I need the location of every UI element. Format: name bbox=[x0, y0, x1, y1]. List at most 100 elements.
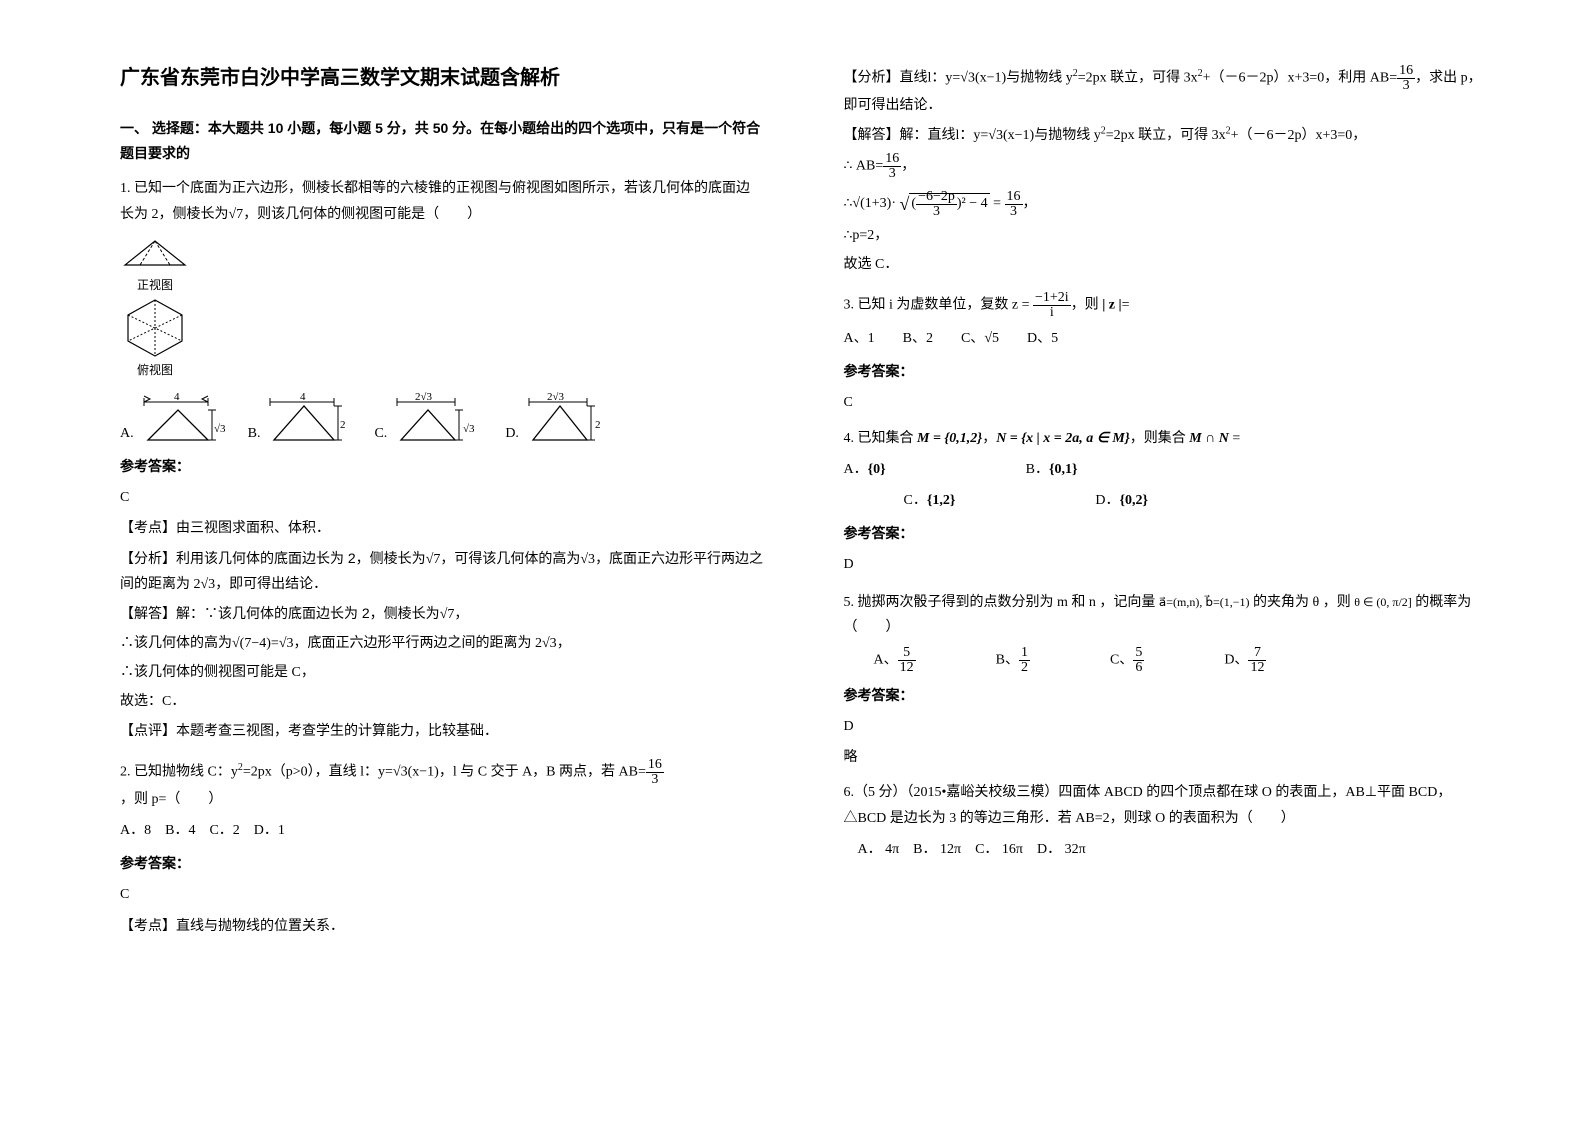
cn: 5 bbox=[1133, 646, 1144, 661]
q5-answer: D bbox=[844, 714, 1488, 739]
q1-opt-c: C. 2√3 √3 bbox=[374, 392, 491, 446]
q3-d-opt: D、5 bbox=[1027, 331, 1058, 346]
q4al: A． bbox=[844, 462, 868, 477]
q2r-fx-b: ： bbox=[931, 71, 945, 86]
abs-z-icon: | z | bbox=[1102, 298, 1121, 313]
q2r-line1: y=√3(x−1) bbox=[945, 71, 1006, 86]
n1: 16 bbox=[1397, 64, 1415, 79]
page-title: 广东省东莞市白沙中学高三数学文期末试题含解析 bbox=[120, 60, 764, 96]
q2-ab: AB= bbox=[619, 765, 646, 780]
q3-a-opt: A、1 bbox=[844, 331, 875, 346]
q2-p2: ∴p=2， bbox=[844, 223, 1488, 248]
d1: 3 bbox=[1397, 79, 1415, 93]
q2r-ab1: AB= bbox=[1370, 71, 1397, 86]
big-root-icon: √ bbox=[900, 194, 910, 214]
left-column: 广东省东莞市白沙中学高三数学文期末试题含解析 一、 选择题：本大题共 10 小题… bbox=[100, 60, 804, 1102]
expr-b: · bbox=[891, 196, 896, 211]
q4c: {1,2} bbox=[927, 493, 956, 508]
n3: 16 bbox=[1005, 190, 1023, 205]
sqrt7-3: √7 bbox=[440, 607, 455, 622]
q1-jd-f: ， bbox=[557, 636, 571, 651]
q1-opt-b: B. 4 2 bbox=[248, 392, 361, 446]
q2-choices: A．8 B．4 C．2 D．1 bbox=[120, 818, 764, 843]
q4-a: 4. 已知集合 bbox=[844, 431, 918, 446]
bn: 1 bbox=[1019, 646, 1030, 661]
q4-body: 4. 已知集合 M = {0,1,2}，N = {x | x = 2a, a ∈… bbox=[844, 426, 1488, 451]
fc: 56 bbox=[1133, 646, 1144, 675]
frac-16-3-a: 163 bbox=[1397, 64, 1415, 93]
q3-choices: A、1 B、2 C、√5 D、5 bbox=[844, 326, 1488, 351]
q4-d: = bbox=[1229, 431, 1240, 446]
front-view-label: 正视图 bbox=[120, 275, 190, 297]
q3-c-opt: C、 bbox=[961, 331, 984, 346]
fb: 12 bbox=[1019, 646, 1030, 675]
q4-cD: D．{0,2} bbox=[1095, 488, 1148, 513]
inner-tail: )² − 4 bbox=[957, 196, 988, 211]
q2r-line2: y=√3(x−1) bbox=[973, 128, 1034, 143]
q1-kaodian: 【考点】由三视图求面积、体积． bbox=[120, 516, 764, 541]
q2-line: l：y=√3(x−1) bbox=[360, 765, 439, 780]
sqrt3-3: √3 bbox=[279, 636, 294, 651]
sqrt3-4: √3 bbox=[542, 636, 557, 651]
q1-fx-a: 【分析】利用该几何体的底面边长为 2，侧棱长为 bbox=[120, 550, 426, 566]
q5-body: 5. 抛掷两次骰子得到的点数分别为 m 和 n ，记向量 a⃗=(m,n), b… bbox=[844, 590, 1488, 640]
q5-brief: 略 bbox=[844, 745, 1488, 770]
q4-MN: M ∩ N bbox=[1189, 431, 1229, 446]
section-1-heading: 一、 选择题：本大题共 10 小题，每小题 5 分，共 50 分。在每小题给出的… bbox=[120, 116, 764, 166]
sqrt1p3: √(1+3) bbox=[852, 196, 891, 211]
svg-text:4: 4 bbox=[300, 392, 306, 403]
q1-fx-b: ，可得该几何体的高为 bbox=[440, 552, 580, 567]
sqrt3-1: √3 bbox=[580, 552, 595, 567]
opt-a-label: A. bbox=[120, 421, 134, 446]
q2-expr: ∴√(1+3)· √(−6−2p3)² − 4 = 163， bbox=[844, 185, 1488, 218]
svg-text:√3: √3 bbox=[214, 423, 226, 435]
q5bl: B、 bbox=[996, 653, 1019, 668]
q5-vec: a⃗=(m,n), b⃗=(1,−1) bbox=[1159, 595, 1250, 609]
q1-jd-b: ， bbox=[454, 607, 468, 622]
q2r-jd-b: ： bbox=[959, 128, 973, 143]
front-view-icon bbox=[120, 235, 190, 275]
q4-cC: C．{1,2} bbox=[904, 488, 956, 513]
q2-d: ，则 p=（ ） bbox=[120, 792, 222, 807]
opt-d-label: D. bbox=[505, 421, 519, 446]
q6-choices: A． 4π B． 12π C． 16π D． 32π bbox=[844, 837, 1488, 862]
q1-dianping: 【点评】本题考查三视图，考查学生的计算能力，比较基础． bbox=[120, 719, 764, 744]
zn: −1+2i bbox=[1033, 291, 1071, 306]
q5-cD: D、712 bbox=[1224, 646, 1266, 675]
q2-body: 2. 已知抛物线 C：y2=2px（p>0），直线 l：y=√3(x−1)，l … bbox=[120, 758, 764, 812]
answer-label-4: 参考答案： bbox=[844, 521, 1488, 546]
q2-answer: C bbox=[120, 882, 764, 907]
q2-ab-line: ∴ AB=163， bbox=[844, 152, 1488, 181]
top-view-label: 俯视图 bbox=[120, 360, 190, 382]
q6-body: 6.（5 分）（2015•嘉峪关校级三模）四面体 ABCD 的四个顶点都在球 O… bbox=[844, 780, 1488, 830]
q2-end: 故选 C． bbox=[844, 252, 1488, 277]
q2r-jd-a: 【解答】解：直线 bbox=[844, 126, 956, 142]
ab-den: 3 bbox=[646, 773, 664, 787]
q4-cB: B．{0,1} bbox=[1026, 457, 1078, 482]
q5-cA: A、512 bbox=[874, 646, 916, 675]
opt-a-icon: 4 √3 bbox=[138, 392, 234, 446]
q5-cB: B、12 bbox=[996, 646, 1030, 675]
svg-text:4: 4 bbox=[174, 392, 180, 403]
q4-M: M = {0,1,2} bbox=[917, 431, 982, 446]
q4-choices-row2: C．{1,2} D．{0,2} bbox=[904, 488, 1488, 513]
an: 5 bbox=[898, 646, 916, 661]
cd: 6 bbox=[1133, 661, 1144, 675]
in-n: −6−2p bbox=[916, 190, 957, 205]
in-d: 3 bbox=[916, 205, 957, 219]
q2r-fx-a: 【分析】直线 bbox=[844, 69, 928, 85]
sqrt7m4: √(7−4) bbox=[232, 636, 271, 651]
q1-jd-a: 【解答】解：∵该几何体的底面边长为 2，侧棱长为 bbox=[120, 605, 440, 621]
ab-num: 16 bbox=[646, 758, 664, 773]
frac-16-3-b: 163 bbox=[883, 152, 901, 181]
q4-b: ， bbox=[982, 431, 996, 446]
svg-text:√3: √3 bbox=[463, 423, 475, 435]
q2r-jd-e: +（－6－2p）x+3=0， bbox=[1231, 128, 1367, 143]
q2r-ab-pre: ∴ bbox=[844, 159, 853, 174]
q2r-jd-c: 与抛物线 y bbox=[1034, 128, 1101, 143]
frac-16-3-c: 163 bbox=[1005, 190, 1023, 219]
svg-text:2: 2 bbox=[340, 419, 346, 431]
inner-frac: −6−2p3 bbox=[916, 190, 957, 219]
sqrt7-2: √7 bbox=[426, 552, 441, 567]
q3-body: 3. 已知 i 为虚数单位，复数 z = −1+2ii，则 | z |= bbox=[844, 291, 1488, 320]
